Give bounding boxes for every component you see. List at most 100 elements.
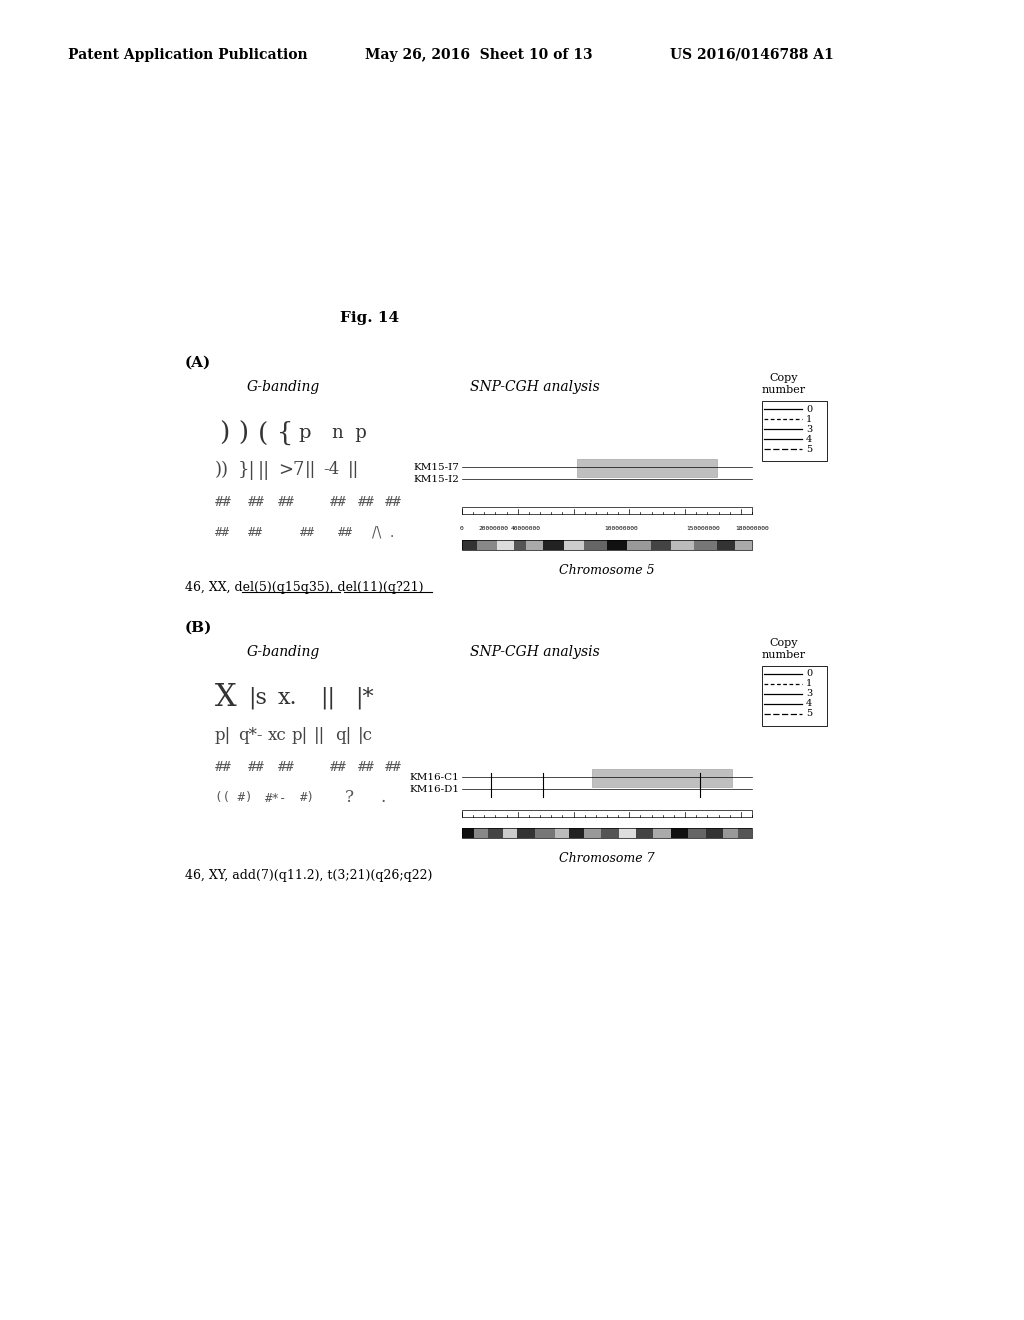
Text: 4: 4 — [806, 700, 812, 709]
Text: ##: ## — [300, 527, 315, 540]
Bar — [525, 540, 543, 550]
Text: KM16-C1: KM16-C1 — [410, 772, 459, 781]
Bar — [517, 828, 535, 838]
Text: xc: xc — [268, 726, 287, 743]
Text: 1: 1 — [806, 414, 812, 424]
Text: 0: 0 — [806, 669, 812, 678]
Bar — [488, 828, 503, 838]
Bar — [462, 507, 752, 513]
Text: ##: ## — [330, 495, 347, 510]
Bar — [671, 540, 694, 550]
Bar — [688, 828, 706, 838]
Bar — [653, 828, 671, 838]
Text: q|: q| — [335, 726, 351, 743]
Text: SNP-CGH analysis: SNP-CGH analysis — [470, 645, 600, 659]
Text: 3: 3 — [806, 425, 812, 433]
Text: 100000000: 100000000 — [604, 527, 638, 532]
Text: KM15-I7: KM15-I7 — [413, 462, 459, 471]
Bar — [706, 828, 723, 838]
Text: ##: ## — [215, 527, 230, 540]
Text: (A): (A) — [185, 356, 211, 370]
Text: ||: || — [319, 686, 335, 709]
Text: 5: 5 — [806, 710, 812, 718]
Text: 150000000: 150000000 — [686, 527, 720, 532]
Bar — [584, 828, 601, 838]
Text: US 2016/0146788 A1: US 2016/0146788 A1 — [670, 48, 834, 62]
Text: G-banding: G-banding — [247, 645, 321, 659]
Text: G-banding: G-banding — [247, 380, 321, 393]
Text: ##: ## — [338, 527, 353, 540]
Text: ##: ## — [215, 760, 231, 774]
Text: Patent Application Publication: Patent Application Publication — [68, 48, 307, 62]
Text: X: X — [215, 682, 237, 714]
Text: 4: 4 — [806, 434, 812, 444]
Bar — [543, 540, 563, 550]
Bar — [584, 540, 607, 550]
Text: ##: ## — [330, 760, 347, 774]
Text: x.: x. — [278, 686, 298, 709]
Bar — [762, 667, 827, 726]
Text: )): )) — [215, 461, 229, 479]
Bar — [503, 828, 517, 838]
Text: Copy
number: Copy number — [762, 638, 806, 660]
Text: ||: || — [258, 461, 270, 479]
Text: #): #) — [300, 792, 315, 804]
Bar — [555, 828, 569, 838]
Text: KM15-I2: KM15-I2 — [413, 474, 459, 483]
Text: ||: || — [348, 462, 359, 479]
Text: 180000000: 180000000 — [735, 527, 769, 532]
Bar — [618, 828, 636, 838]
Text: 3: 3 — [806, 689, 812, 698]
Bar — [462, 540, 476, 550]
Text: 40000000: 40000000 — [511, 527, 541, 532]
Bar — [717, 540, 734, 550]
Text: ##: ## — [385, 760, 401, 774]
Text: ) ): ) ) — [220, 421, 249, 446]
Text: ||: || — [314, 726, 326, 743]
Text: |c: |c — [358, 726, 373, 743]
Text: (( #): (( #) — [215, 792, 253, 804]
Bar — [473, 828, 488, 838]
Text: Chromosome 7: Chromosome 7 — [559, 851, 654, 865]
Bar — [628, 540, 650, 550]
Text: >7: >7 — [278, 461, 304, 479]
Text: SNP-CGH analysis: SNP-CGH analysis — [470, 380, 600, 393]
Bar — [462, 810, 752, 817]
Text: Copy
number: Copy number — [762, 374, 806, 395]
Bar — [737, 828, 752, 838]
Bar — [462, 828, 752, 838]
Text: 1: 1 — [806, 680, 812, 689]
Bar — [569, 828, 584, 838]
Bar — [497, 540, 514, 550]
Text: p|: p| — [215, 726, 231, 743]
Bar — [734, 540, 752, 550]
Text: May 26, 2016  Sheet 10 of 13: May 26, 2016 Sheet 10 of 13 — [365, 48, 593, 62]
Bar — [636, 828, 653, 838]
Text: 0: 0 — [806, 404, 812, 413]
Text: /\  .: /\ . — [372, 525, 394, 540]
Text: ##: ## — [278, 495, 295, 510]
Text: }|: }| — [238, 461, 256, 479]
Bar — [762, 401, 827, 461]
Bar — [462, 828, 473, 838]
Text: |s: |s — [248, 686, 267, 709]
Text: ##: ## — [358, 495, 375, 510]
Text: |*: |* — [355, 686, 374, 709]
Bar — [535, 828, 555, 838]
Text: 46, XX, del(5)(q15q35), del(11)(q?21): 46, XX, del(5)(q15q35), del(11)(q?21) — [185, 582, 424, 594]
Bar — [514, 540, 525, 550]
Text: 46, XY, add(7)(q11.2), t(3;21)(q26;q22): 46, XY, add(7)(q11.2), t(3;21)(q26;q22) — [185, 870, 432, 883]
Bar — [601, 828, 618, 838]
Bar — [592, 770, 732, 787]
Text: ##: ## — [385, 495, 401, 510]
Text: q*-: q*- — [238, 726, 262, 743]
Text: 0: 0 — [460, 527, 464, 532]
Text: KM16-D1: KM16-D1 — [409, 784, 459, 793]
Bar — [563, 540, 584, 550]
Bar — [650, 540, 671, 550]
Text: -4: -4 — [323, 462, 339, 479]
Text: n  p: n p — [332, 424, 367, 442]
Text: ##: ## — [248, 527, 263, 540]
Bar — [476, 540, 497, 550]
Text: ##: ## — [248, 760, 265, 774]
